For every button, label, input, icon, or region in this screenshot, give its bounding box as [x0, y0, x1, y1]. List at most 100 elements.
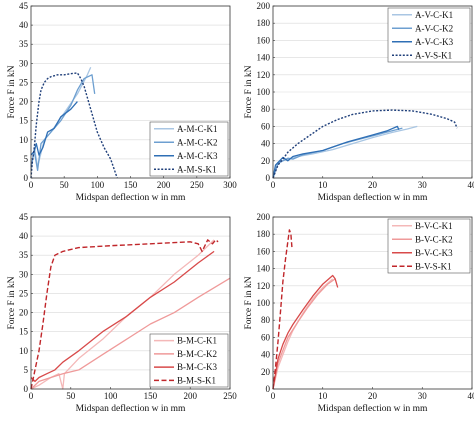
x-tick-label: 200	[183, 391, 197, 401]
series-line-A-V-C-K3	[272, 125, 400, 179]
y-tick-label: 25	[19, 288, 29, 298]
y-tick-label: 120	[257, 281, 271, 291]
x-tick-label: 50	[66, 391, 76, 401]
y-tick-label: 15	[19, 327, 29, 337]
y-tick-label: 180	[257, 229, 271, 239]
series-line-A-M-S-K1	[30, 72, 118, 179]
y-tick-label: 40	[19, 231, 29, 241]
y-axis-label: Force F in kN	[7, 276, 17, 329]
y-tick-label: 60	[261, 332, 271, 342]
y-tick-label: 40	[261, 350, 271, 360]
legend-label: B-M-S-K1	[177, 375, 216, 385]
series-line-B-M-C-K2	[30, 277, 231, 390]
y-tick-label: 35	[19, 250, 29, 260]
x-axis-label: Midspan deflection w in mm	[76, 192, 186, 203]
legend-box	[387, 218, 471, 274]
legend-label: B-M-C-K3	[177, 362, 217, 372]
x-tick-label: 20	[368, 391, 378, 401]
series-line-A-V-C-K2	[272, 127, 403, 179]
x-tick-label: 150	[144, 391, 158, 401]
legend-label: A-M-C-K2	[177, 137, 218, 147]
x-tick-label: 0	[29, 391, 34, 401]
x-tick-label: 0	[271, 391, 276, 401]
y-axis-label: Force F in kN	[244, 276, 254, 329]
x-tick-label: 20	[368, 180, 378, 190]
x-tick-label: 30	[418, 180, 428, 190]
y-axis-label: Force F in kN	[7, 65, 17, 118]
chart-panel-3: 0 5 10 15 20 25 30 35 40 45 0 50 100 150 200 250 Midspan…	[7, 212, 237, 414]
y-tick-label: 160	[257, 246, 271, 256]
x-tick-label: 0	[271, 180, 276, 190]
legend: A-M-C-K1 A-M-C-K2 A-M-C-K3 A-M-S-K1	[149, 121, 229, 177]
legend-label: A-M-S-K1	[177, 164, 217, 174]
legend: A-V-C-K1 A-V-C-K2 A-V-C-K3 A-V-S-K1	[387, 7, 471, 63]
y-tick-label: 35	[19, 39, 29, 49]
x-tick-label: 150	[124, 180, 138, 190]
x-tick-label: 100	[104, 391, 118, 401]
x-tick-label: 30	[418, 391, 428, 401]
legend: B-M-C-K1 B-M-C-K2 B-M-C-K3 B-M-S-K1	[149, 333, 229, 388]
y-tick-label: 180	[257, 18, 271, 28]
series-line-B-V-C-K2	[272, 278, 336, 390]
series-line-B-M-S-K1	[30, 239, 219, 390]
chart-panel-2: 0 20 40 60 80 100 120 140 160 180 200 0 10 20 30 40 Mids…	[244, 1, 474, 203]
x-tick-label: 40	[468, 391, 474, 401]
y-tick-label: 80	[261, 315, 271, 325]
x-axis-label: Midspan deflection w in mm	[318, 192, 428, 203]
legend-label: B-V-C-K3	[415, 248, 453, 258]
y-tick-label: 40	[261, 139, 271, 149]
x-axis-label: Midspan deflection w in mm	[318, 403, 428, 414]
legend-label: A-V-C-K3	[415, 37, 454, 47]
legend-label: A-M-C-K1	[177, 124, 218, 134]
legend-label: A-V-S-K1	[415, 50, 452, 60]
plot-frame	[272, 216, 473, 390]
y-tick-label: 5	[24, 365, 29, 375]
legend-label: B-V-C-K1	[415, 221, 453, 231]
y-tick-label: 30	[19, 269, 29, 279]
series-line-B-M-C-K3	[30, 250, 215, 383]
legend-label: B-V-S-K1	[415, 261, 452, 271]
legend-label: B-M-C-K1	[177, 336, 217, 346]
y-tick-label: 0	[24, 173, 29, 183]
y-tick-label: 120	[257, 70, 271, 80]
x-tick-label: 300	[223, 180, 237, 190]
y-tick-label: 100	[257, 87, 271, 97]
legend-box	[149, 121, 229, 177]
plot-frame	[30, 216, 231, 390]
legend: B-V-C-K1 B-V-C-K2 B-V-C-K3 B-V-S-K1	[387, 218, 471, 274]
y-tick-label: 0	[24, 384, 29, 394]
y-tick-label: 200	[257, 1, 271, 11]
series-line-B-V-C-K3	[272, 274, 339, 390]
legend-box	[149, 333, 229, 388]
y-tick-label: 140	[257, 53, 271, 63]
y-tick-label: 45	[19, 212, 29, 222]
series-line-A-M-C-K3	[30, 101, 78, 156]
y-tick-label: 140	[257, 264, 271, 274]
chart-panel-4: 0 20 40 60 80 100 120 140 160 180 200 0 10 20 30 40 Mids…	[244, 212, 474, 414]
y-tick-label: 20	[19, 308, 29, 318]
x-tick-label: 50	[60, 180, 70, 190]
legend-label: B-M-C-K2	[177, 349, 217, 359]
y-tick-label: 0	[266, 173, 271, 183]
y-tick-label: 10	[19, 346, 29, 356]
y-tick-label: 45	[19, 1, 29, 11]
y-tick-label: 20	[261, 367, 271, 377]
legend-label: B-V-C-K2	[415, 234, 453, 244]
plot-frame	[272, 5, 473, 179]
y-tick-label: 20	[261, 156, 271, 166]
legend-label: A-M-C-K3	[177, 151, 218, 161]
y-axis-label: Force F in kN	[244, 65, 254, 118]
y-tick-label: 100	[257, 298, 271, 308]
x-tick-label: 100	[91, 180, 105, 190]
x-tick-label: 0	[29, 180, 34, 190]
y-tick-label: 80	[261, 104, 271, 114]
y-tick-label: 0	[266, 384, 271, 394]
y-tick-label: 60	[261, 121, 271, 131]
y-tick-label: 25	[19, 77, 29, 87]
chart-panel-1: 0 5 10 15 20 25 30 35 40 45 0 50 100 150 200 250 300 Mids…	[7, 1, 237, 203]
y-tick-label: 5	[24, 154, 29, 164]
x-tick-label: 10	[318, 180, 328, 190]
series-line-A-V-C-K1	[272, 125, 418, 179]
x-tick-label: 200	[157, 180, 171, 190]
x-tick-label: 250	[223, 391, 237, 401]
